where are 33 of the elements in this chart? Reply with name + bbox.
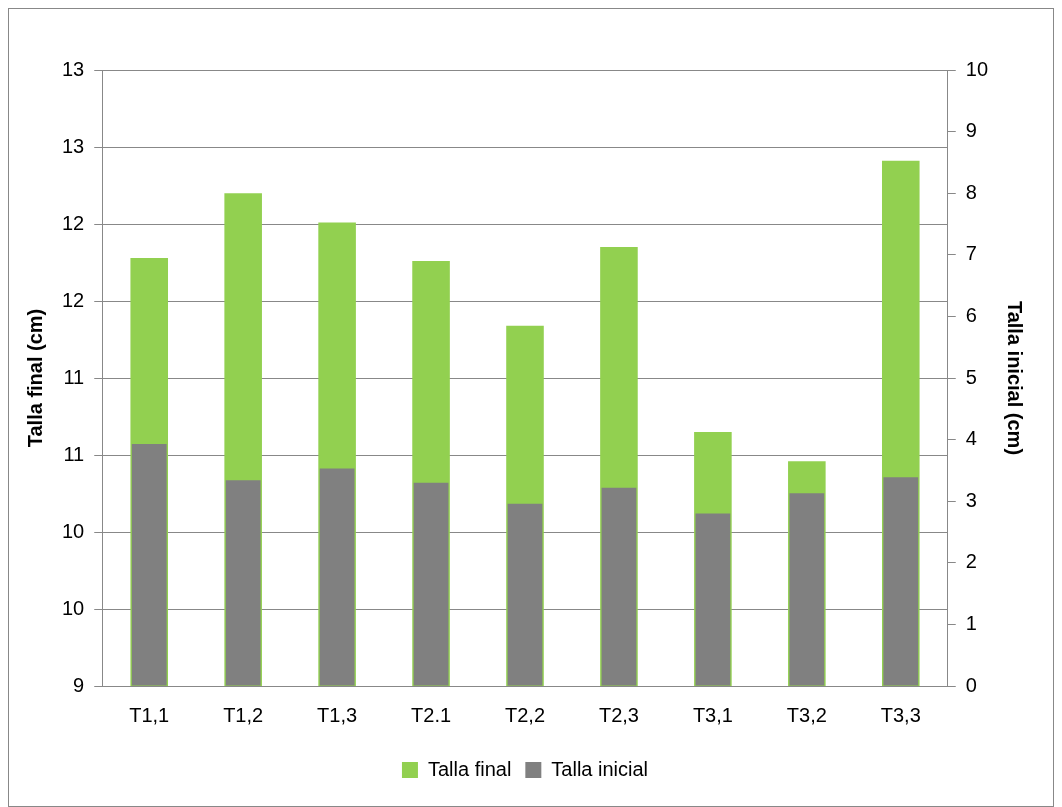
y2-tick-label: 1: [965, 611, 977, 634]
x-tick-label: T1,2: [223, 703, 264, 726]
y2-tick-label: 10: [965, 57, 988, 80]
y2-tick-label: 7: [965, 242, 977, 265]
y-tick-label: 10: [62, 596, 85, 619]
x-tick-label: T3,1: [692, 703, 733, 726]
y2-tick-label: 4: [965, 427, 977, 450]
y-tick-label: 11: [63, 365, 85, 388]
y-tick-label: 13: [62, 134, 85, 157]
y-tick-label: 10: [62, 519, 85, 542]
y-tick-label: 13: [62, 57, 85, 80]
x-tick-label: T2,3: [598, 703, 639, 726]
x-tick-label: T3,2: [786, 703, 827, 726]
y-tick-label: 12: [62, 288, 85, 311]
y2-tick-label: 2: [965, 550, 977, 573]
legend-label: Talla final: [427, 757, 512, 780]
x-tick-label: T2,2: [504, 703, 546, 726]
y2-axis-title: Talla inicial (cm): [1004, 300, 1027, 456]
y2-tick-label: 3: [965, 488, 977, 511]
y2-tick-label: 6: [965, 303, 977, 326]
y2-tick-label: 5: [965, 365, 977, 388]
legend-label: Talla inicial: [551, 757, 649, 780]
x-tick-label: T1,1: [129, 703, 170, 726]
x-tick-label: T2.1: [411, 703, 452, 726]
y2-tick-label: 0: [965, 673, 977, 696]
y2-tick-label: 9: [965, 119, 977, 142]
x-tick-label: T3,3: [880, 703, 921, 726]
y-tick-label: 12: [62, 211, 85, 234]
y-axis-title: Talla final (cm): [23, 308, 46, 448]
x-tick-label: T1,3: [317, 703, 358, 726]
y2-tick-label: 8: [965, 180, 977, 203]
y-tick-label: 11: [63, 442, 85, 465]
y-tick-label: 9: [73, 673, 85, 696]
